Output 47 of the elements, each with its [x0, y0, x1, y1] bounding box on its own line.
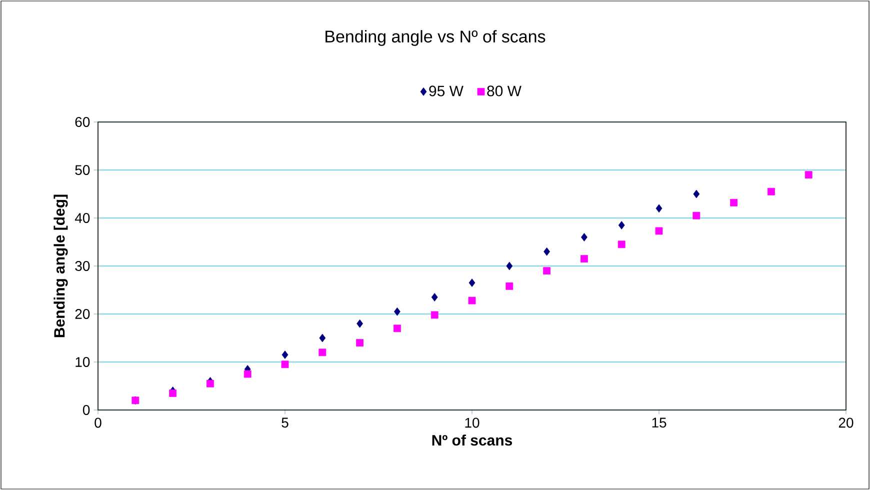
- y-axis-title: Bending angle [deg]: [54, 194, 68, 338]
- y-tick-label: 30: [75, 261, 90, 271]
- y-tick-label: 0: [82, 405, 90, 415]
- point: [618, 220, 625, 230]
- point: [618, 240, 626, 248]
- point: [580, 255, 588, 262]
- point: [281, 360, 289, 368]
- y-tick-label: 10: [76, 357, 90, 367]
- legend-label: 80 W: [487, 86, 522, 96]
- x-tick-label: 0: [94, 418, 102, 428]
- x-axis-title: Nº of scans: [432, 434, 512, 446]
- y-tick-label: 50: [75, 165, 90, 175]
- y-tick-label: 20: [75, 309, 90, 319]
- point: [693, 190, 700, 198]
- point: [282, 350, 288, 359]
- point: [506, 282, 514, 290]
- point: [655, 227, 663, 235]
- legend-label: 95 W: [429, 86, 464, 96]
- point: [581, 233, 588, 242]
- point: [430, 311, 438, 319]
- point: [356, 339, 364, 346]
- point: [431, 293, 438, 302]
- point: [318, 348, 326, 356]
- y-tick-label: 60: [75, 117, 90, 127]
- point: [768, 188, 775, 196]
- point: [468, 296, 476, 304]
- point: [506, 262, 513, 270]
- point: [692, 212, 700, 220]
- point: [394, 307, 400, 316]
- chart-title: Bending angle vs Nº of scans: [326, 30, 546, 46]
- point: [244, 370, 252, 378]
- point: [656, 204, 662, 213]
- point: [804, 171, 812, 178]
- point: [169, 390, 177, 397]
- point: [206, 380, 214, 388]
- x-tick-label: 20: [838, 418, 854, 428]
- point: [468, 278, 476, 287]
- point: [319, 334, 326, 342]
- x-tick-label: 10: [465, 418, 480, 428]
- y-tick-label: 40: [74, 213, 90, 223]
- point: [394, 324, 401, 332]
- point: [356, 319, 364, 328]
- x-tick-label: 15: [652, 418, 666, 428]
- point: [730, 198, 738, 206]
- point: [544, 247, 550, 256]
- x-tick-label: 5: [282, 418, 288, 428]
- point: [543, 267, 551, 274]
